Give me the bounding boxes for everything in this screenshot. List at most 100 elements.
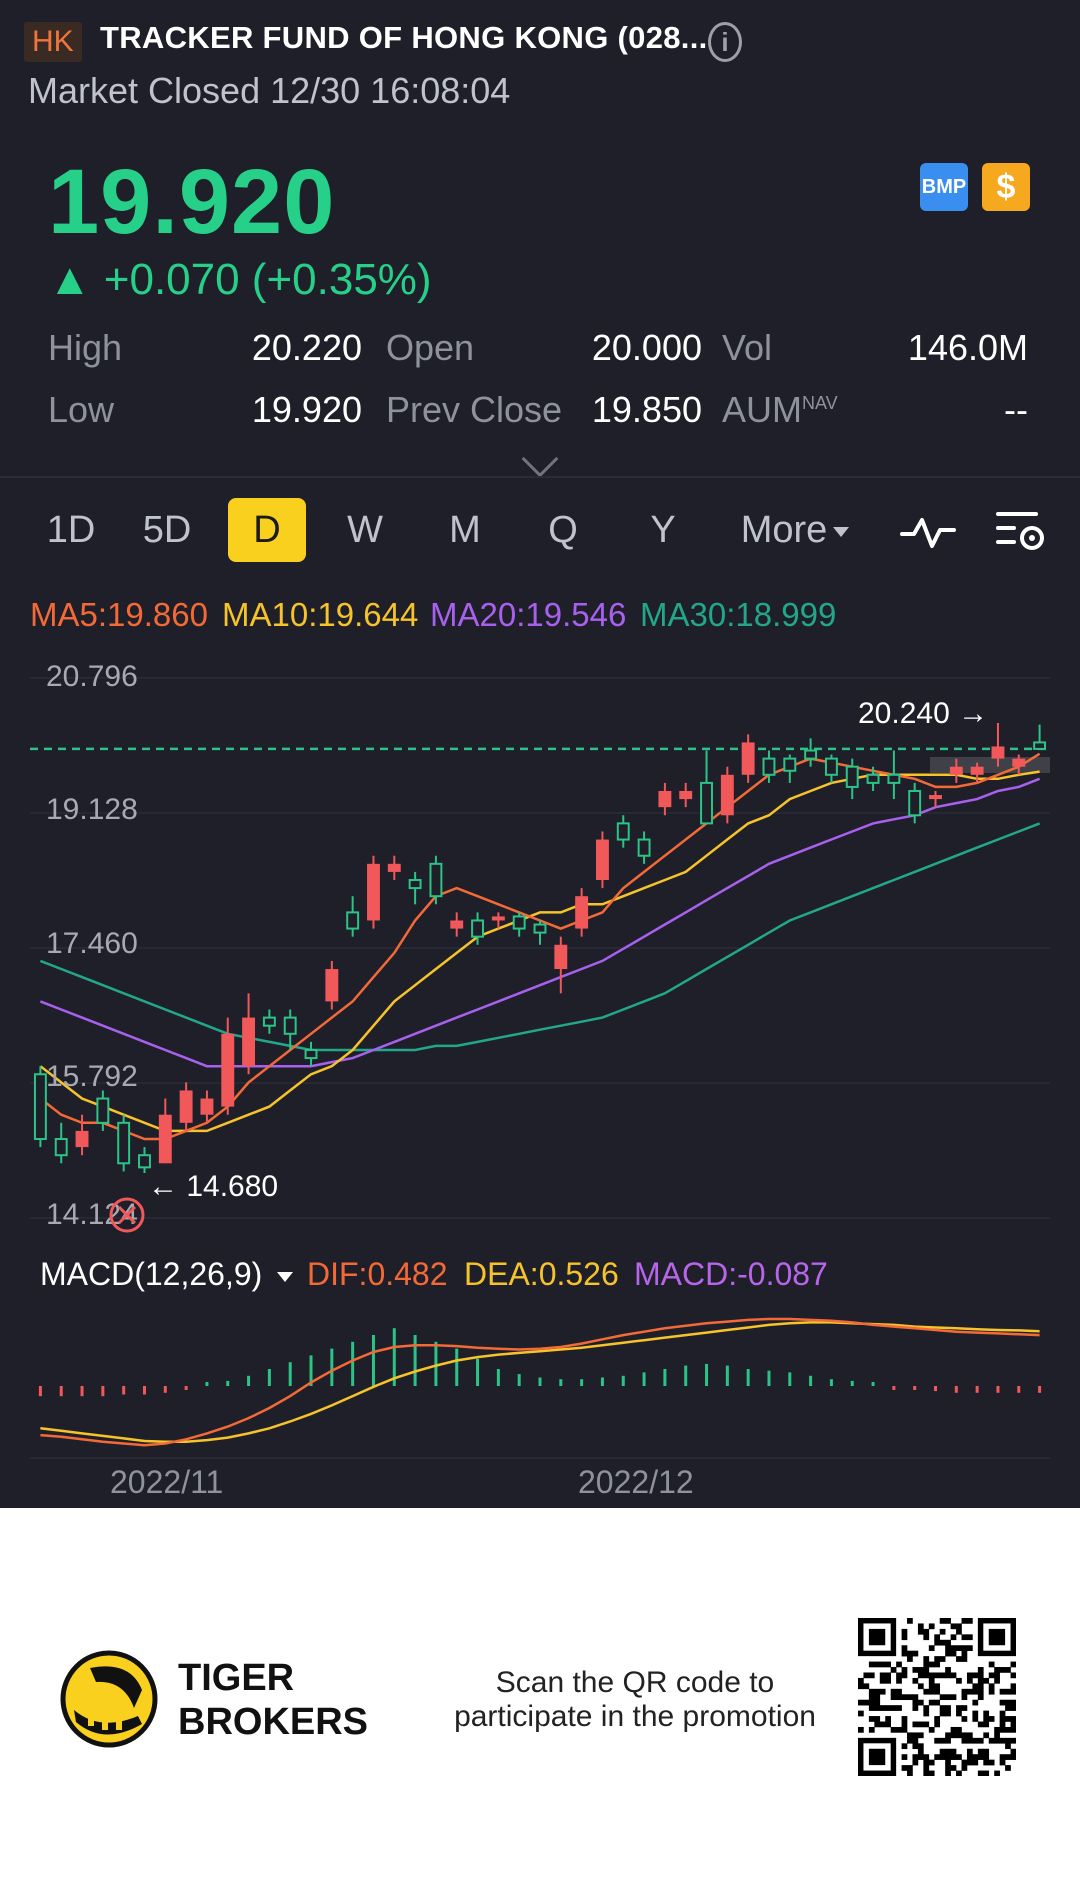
qr-module — [1005, 1667, 1011, 1673]
qr-module — [885, 1721, 891, 1728]
macd-bar — [975, 1386, 979, 1393]
tab-5d[interactable]: 5D — [142, 509, 192, 551]
qr-module — [917, 1754, 924, 1760]
macd-bar — [434, 1341, 438, 1386]
candle — [637, 831, 651, 864]
ma30-line — [39, 822, 1041, 1052]
candle-body — [741, 742, 755, 775]
qr-code-icon[interactable] — [858, 1618, 1016, 1776]
macd-bar — [1017, 1386, 1021, 1393]
dollar-badge-icon[interactable]: $ — [982, 163, 1030, 211]
qr-module — [928, 1683, 935, 1690]
qr-module — [858, 1683, 864, 1690]
candle-body — [117, 1121, 131, 1165]
candle-body — [471, 919, 485, 938]
qr-module — [950, 1765, 957, 1771]
tab-monthly[interactable]: M — [449, 509, 481, 551]
macd-bar — [663, 1369, 667, 1386]
candle — [679, 782, 693, 808]
indicator-icon[interactable] — [900, 512, 956, 552]
qr-module — [901, 1765, 908, 1771]
qr-module — [994, 1677, 1000, 1684]
stock-title[interactable]: TRACKER FUND OF HONG KONG (028... — [100, 20, 708, 55]
qr-module — [1005, 1765, 1011, 1771]
macd-bar — [559, 1379, 563, 1386]
candle — [720, 766, 734, 824]
qr-module — [977, 1770, 984, 1776]
qr-module — [945, 1737, 951, 1744]
bmp-badge-icon[interactable]: BMP — [920, 163, 968, 211]
qr-module — [896, 1688, 902, 1695]
expand-chevron-icon[interactable] — [521, 440, 559, 478]
tab-weekly[interactable]: W — [347, 509, 383, 551]
qr-module — [950, 1694, 957, 1701]
macd-bar — [913, 1386, 917, 1390]
low-marker-label: ← 14.680 — [148, 1170, 279, 1203]
qr-module — [912, 1694, 919, 1701]
more-dropdown[interactable]: More — [730, 498, 860, 562]
qr-module — [1005, 1716, 1011, 1722]
qr-module — [994, 1737, 1000, 1744]
qr-module — [885, 1661, 891, 1668]
candle-body — [908, 789, 922, 817]
qr-module — [934, 1661, 941, 1668]
candle-body — [804, 749, 818, 760]
macd-chart[interactable] — [0, 1300, 1080, 1460]
qr-module — [945, 1748, 951, 1755]
qr-module — [923, 1628, 930, 1635]
qr-module — [885, 1716, 891, 1722]
qr-module — [879, 1705, 886, 1711]
qr-module — [1005, 1705, 1011, 1711]
qr-module — [956, 1645, 962, 1651]
candlestick-chart[interactable] — [0, 650, 1080, 1250]
macd-bar — [330, 1348, 334, 1386]
chart-settings-icon[interactable] — [996, 508, 1048, 556]
tab-daily[interactable]: D — [228, 498, 306, 562]
tab-yearly[interactable]: Y — [650, 509, 676, 551]
qr-module — [972, 1710, 979, 1717]
qr-finder — [988, 1628, 1006, 1646]
qr-module — [934, 1699, 941, 1706]
macd-bar — [580, 1379, 584, 1386]
candle-body — [575, 896, 589, 929]
candle — [158, 1098, 172, 1164]
qr-module — [961, 1650, 968, 1657]
candle — [804, 738, 818, 767]
qr-module — [945, 1754, 951, 1760]
qr-module — [901, 1721, 908, 1728]
qr-module — [928, 1672, 935, 1679]
qr-module — [956, 1770, 962, 1776]
qr-module — [961, 1737, 968, 1744]
qr-module — [966, 1618, 973, 1624]
tab-quarterly[interactable]: Q — [548, 509, 578, 551]
candle-body — [54, 1138, 68, 1157]
qr-module — [966, 1688, 973, 1695]
qr-module — [912, 1737, 919, 1744]
qr-module — [972, 1683, 979, 1690]
qr-module — [917, 1628, 924, 1635]
candle — [408, 871, 422, 905]
qr-module — [966, 1759, 973, 1766]
info-icon[interactable]: i — [708, 22, 742, 62]
qr-module — [945, 1618, 951, 1624]
qr-module — [917, 1699, 924, 1706]
candle — [33, 1066, 47, 1148]
candle — [595, 831, 609, 889]
y-axis-tick: 17.460 — [46, 927, 138, 960]
tab-1d[interactable]: 1D — [46, 509, 96, 551]
qr-module — [901, 1667, 908, 1673]
qr-module — [923, 1688, 930, 1695]
candle — [96, 1090, 110, 1131]
qr-module — [956, 1732, 962, 1739]
ex-dividend-marker-icon[interactable] — [108, 1196, 146, 1234]
qr-module — [956, 1677, 962, 1684]
macd-selector[interactable]: MACD(12,26,9) — [40, 1256, 294, 1293]
macd-bar — [517, 1374, 521, 1386]
qr-module — [1005, 1743, 1011, 1750]
qr-module — [966, 1754, 973, 1760]
candle — [138, 1147, 151, 1173]
macd-bar — [288, 1362, 292, 1386]
aum-label: AUMNAV — [722, 389, 838, 430]
qr-module — [988, 1688, 995, 1695]
qr-module — [961, 1716, 968, 1722]
